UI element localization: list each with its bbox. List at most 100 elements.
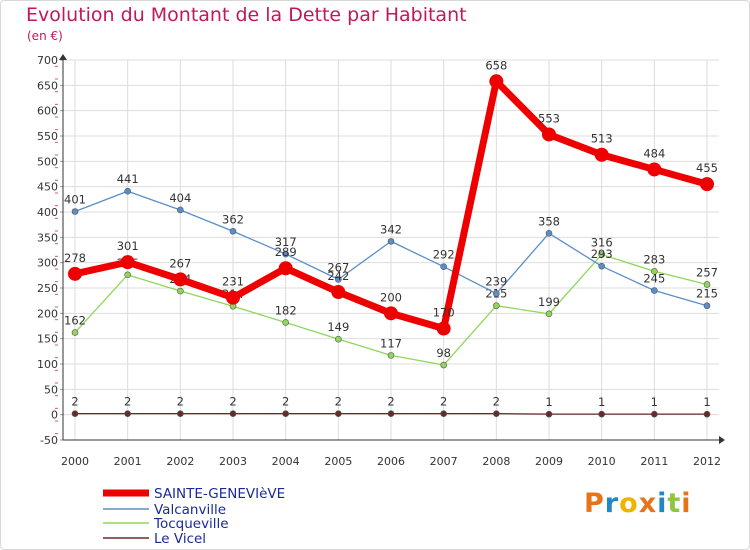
- data-label: 2: [493, 395, 500, 409]
- legend-label: SAINTE-GENEVIèVE: [154, 486, 285, 502]
- data-label: 162: [64, 314, 86, 328]
- data-point: [493, 290, 500, 297]
- data-point: [545, 410, 553, 418]
- data-label: 1: [598, 395, 605, 409]
- legend-label: Tocqueville: [153, 516, 229, 532]
- data-point: [436, 321, 451, 336]
- data-point: [229, 410, 237, 417]
- data-label: 2: [177, 395, 184, 409]
- data-point: [387, 238, 395, 245]
- data-label: 553: [538, 111, 560, 125]
- data-point: [651, 287, 658, 294]
- data-label: 316: [591, 236, 613, 250]
- y-tick-label: 300: [37, 257, 58, 270]
- x-tick-label: 2011: [640, 455, 668, 468]
- y-tick-label: 600: [37, 105, 58, 118]
- data-point: [387, 352, 395, 359]
- x-tick-label: 2003: [219, 455, 247, 468]
- chart-subtitle: (en €): [27, 29, 63, 43]
- data-point: [703, 410, 711, 418]
- data-point: [542, 127, 556, 142]
- data-label: 342: [380, 222, 402, 236]
- x-tick-label: 2010: [588, 455, 616, 468]
- data-label: 513: [591, 132, 613, 146]
- proxiti-logo: Proxiti: [584, 488, 692, 519]
- data-label: 2: [335, 395, 342, 409]
- data-point: [177, 206, 184, 214]
- x-tick-label: 2000: [61, 455, 89, 468]
- y-tick-label: 350: [37, 231, 58, 244]
- data-label: 170: [433, 306, 455, 320]
- logo-letter: t: [667, 488, 682, 519]
- y-tick-label: 700: [37, 54, 58, 67]
- data-label: 239: [485, 275, 507, 289]
- y-axis-arrow: [59, 54, 67, 60]
- y-tick-label: 250: [37, 282, 58, 295]
- data-label: 358: [538, 214, 560, 228]
- logo-letter: i: [681, 488, 692, 519]
- data-point: [124, 271, 131, 279]
- data-label: 301: [117, 239, 139, 253]
- data-label: 117: [380, 336, 402, 350]
- data-label: 289: [275, 245, 297, 259]
- data-point: [594, 147, 609, 162]
- data-point: [493, 302, 500, 310]
- data-label: 267: [169, 256, 191, 270]
- data-label: 293: [591, 247, 613, 261]
- data-point: [651, 410, 658, 418]
- legend-label: Le Vicel: [154, 531, 206, 547]
- data-label: 362: [222, 212, 244, 226]
- data-label: 283: [643, 252, 665, 266]
- data-point: [493, 410, 500, 417]
- data-label: 2: [124, 395, 131, 409]
- data-label: 455: [696, 161, 718, 175]
- data-point: [335, 410, 342, 417]
- data-label: 1: [545, 395, 552, 409]
- y-tick-label: 200: [37, 307, 58, 320]
- data-point: [440, 361, 447, 369]
- data-label: 257: [696, 265, 718, 279]
- logo-letter: r: [604, 488, 620, 519]
- data-label: 317: [275, 235, 297, 249]
- data-point: [598, 410, 605, 418]
- y-tick-label: -50: [40, 434, 58, 447]
- data-point: [651, 267, 658, 275]
- data-point: [384, 306, 398, 321]
- chart-title: Evolution du Montant de la Dette par Hab…: [26, 4, 467, 26]
- logo-letter: P: [584, 488, 605, 519]
- data-label: 1: [703, 395, 710, 409]
- data-point: [703, 281, 711, 288]
- data-point: [489, 74, 504, 89]
- data-point: [124, 410, 131, 417]
- data-label: 2: [71, 395, 78, 409]
- data-label: 2: [282, 395, 289, 409]
- data-label: 149: [327, 320, 349, 334]
- data-point: [545, 229, 553, 237]
- data-label: 231: [222, 275, 244, 289]
- data-point: [173, 272, 188, 287]
- data-point: [440, 263, 447, 271]
- x-axis-arrow: [719, 436, 725, 444]
- data-label: 278: [64, 251, 86, 265]
- legend-label: Valcanville: [154, 502, 226, 518]
- data-label: 1: [651, 395, 658, 409]
- data-label: 292: [433, 248, 455, 262]
- data-point: [440, 410, 447, 417]
- data-point: [331, 285, 346, 300]
- data-point: [647, 162, 662, 177]
- data-point: [282, 319, 289, 326]
- data-point: [282, 250, 289, 258]
- y-tick-label: 500: [37, 155, 58, 168]
- data-point: [278, 261, 293, 276]
- data-label: 98: [436, 346, 451, 360]
- data-label: 200: [380, 290, 402, 304]
- y-tick-label: 100: [37, 358, 58, 371]
- y-tick-label: 0: [51, 409, 58, 422]
- data-point: [71, 208, 79, 215]
- y-tick-label: 550: [37, 130, 58, 143]
- data-label: 267: [327, 260, 349, 274]
- x-tick-label: 2004: [272, 455, 300, 468]
- x-tick-label: 2012: [693, 455, 721, 468]
- data-label: 242: [327, 269, 349, 283]
